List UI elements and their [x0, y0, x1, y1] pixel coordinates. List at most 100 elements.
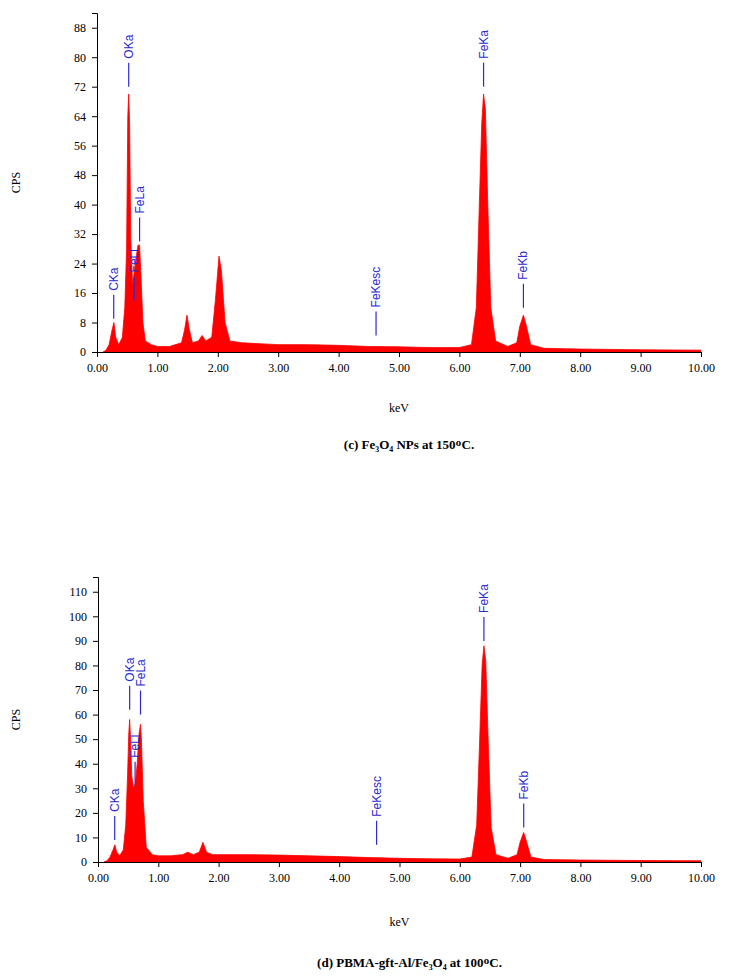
y-tick: 110 — [69, 585, 98, 599]
y-axis-title: CPS — [9, 709, 23, 730]
y-tick-mark — [92, 293, 97, 294]
y-tick: 16 — [74, 286, 97, 300]
x-axis-title: keV — [389, 401, 409, 415]
x-tick-label: 2.00 — [209, 871, 230, 885]
x-tick: 3.00 — [268, 352, 289, 375]
peak-marker — [139, 217, 140, 241]
x-tick-label: 2.00 — [208, 361, 229, 375]
x-tick-label: 9.00 — [631, 361, 652, 375]
y-tick-mark — [93, 641, 98, 642]
y-tick: 72 — [74, 80, 97, 94]
y-tick: 0 — [81, 855, 98, 869]
y-tick-label: 8 — [80, 316, 86, 330]
y-axis-line — [93, 578, 99, 863]
x-tick: 2.00 — [209, 862, 230, 885]
x-tick-label: 10.00 — [688, 361, 715, 375]
y-tick-mark — [92, 205, 97, 206]
x-tick-label: 7.00 — [510, 361, 531, 375]
y-tick-label: 16 — [74, 286, 86, 300]
x-tick-mark — [520, 352, 521, 357]
y-tick-label: 100 — [69, 610, 87, 624]
x-tick: 10.00 — [688, 862, 715, 885]
x-tick: 9.00 — [631, 352, 652, 375]
peak-marker — [128, 63, 129, 87]
x-tick-label: 0.00 — [87, 361, 108, 375]
x-tick-label: 0.00 — [88, 871, 109, 885]
y-tick-mark — [92, 264, 97, 265]
x-tick: 8.00 — [570, 352, 591, 375]
y-tick-label: 20 — [75, 806, 87, 820]
y-tick: 40 — [75, 757, 98, 771]
y-tick-mark — [92, 352, 97, 353]
x-tick-label: 6.00 — [450, 871, 471, 885]
peak-label: FeLa — [133, 186, 147, 214]
x-tick-mark — [339, 352, 340, 357]
x-tick-mark — [460, 862, 461, 867]
spectrum-area — [104, 646, 701, 862]
x-tick: 5.00 — [390, 862, 411, 885]
y-tick-label: 50 — [75, 732, 87, 746]
x-tick: 0.00 — [87, 352, 108, 375]
peak-label: FeKesc — [370, 776, 384, 817]
y-tick: 48 — [74, 168, 97, 182]
y-tick-label: 80 — [74, 51, 86, 65]
y-tick: 90 — [75, 634, 98, 648]
y-axis: 0816243240485664728088 — [74, 14, 98, 360]
x-tick-label: 3.00 — [268, 361, 289, 375]
y-tick-mark — [93, 715, 98, 716]
y-axis-line — [92, 14, 98, 353]
x-tick-mark — [279, 862, 280, 867]
y-tick-mark — [93, 665, 98, 666]
y-tick-label: 32 — [74, 227, 86, 241]
y-tick: 50 — [75, 732, 98, 746]
y-tick: 8 — [80, 316, 97, 330]
peak-marker — [134, 276, 135, 300]
y-tick-label: 70 — [75, 683, 87, 697]
peak-label: FeKesc — [369, 267, 383, 308]
x-tick-label: 3.00 — [269, 871, 290, 885]
y-tick: 24 — [74, 257, 97, 271]
y-tick-mark — [92, 146, 97, 147]
x-tick-mark — [701, 862, 702, 867]
y-tick-mark — [93, 788, 98, 789]
y-tick: 80 — [75, 659, 98, 673]
x-tick-mark — [641, 352, 642, 357]
x-tick-mark — [520, 862, 521, 867]
y-tick-label: 88 — [74, 21, 86, 35]
x-axis-line — [98, 353, 702, 358]
x-tick: 7.00 — [510, 352, 531, 375]
x-tick-mark — [641, 862, 642, 867]
y-tick-label: 48 — [74, 168, 86, 182]
x-tick-label: 6.00 — [449, 361, 470, 375]
y-tick-label: 40 — [75, 757, 87, 771]
y-tick-mark — [93, 616, 98, 617]
x-tick-mark — [157, 352, 158, 357]
figure: 0.001.002.003.004.005.006.007.008.009.00… — [0, 0, 741, 979]
chart-panel: 0.001.002.003.004.005.006.007.008.009.00… — [9, 14, 715, 453]
peak-marker — [483, 63, 484, 87]
x-tick: 0.00 — [88, 862, 109, 885]
y-tick-label: 24 — [74, 257, 86, 271]
y-tick-label: 64 — [74, 110, 86, 124]
chart-caption: (d) PBMA-gft-Al/Fe₃O₄ at 100ᴼC. — [317, 955, 502, 970]
x-tick: 9.00 — [631, 862, 652, 885]
x-tick: 8.00 — [570, 862, 591, 885]
peak-label: FeKb — [516, 251, 530, 280]
x-tick-label: 1.00 — [147, 361, 168, 375]
x-tick-mark — [339, 862, 340, 867]
y-tick: 20 — [75, 806, 98, 820]
y-tick-label: 60 — [75, 708, 87, 722]
peak-marker — [114, 816, 115, 840]
x-tick-mark — [158, 862, 159, 867]
x-tick-mark — [580, 352, 581, 357]
x-tick-mark — [278, 352, 279, 357]
y-tick-label: 110 — [69, 585, 87, 599]
peak-label: FeKb — [517, 771, 531, 800]
y-tick: 80 — [74, 51, 97, 65]
peak-label: FeLl — [128, 734, 142, 757]
x-tick-label: 5.00 — [389, 361, 410, 375]
x-tick: 2.00 — [208, 352, 229, 375]
y-tick-mark — [92, 116, 97, 117]
y-axis: 0102030405060708090100110 — [69, 578, 99, 870]
y-tick: 10 — [75, 831, 98, 845]
